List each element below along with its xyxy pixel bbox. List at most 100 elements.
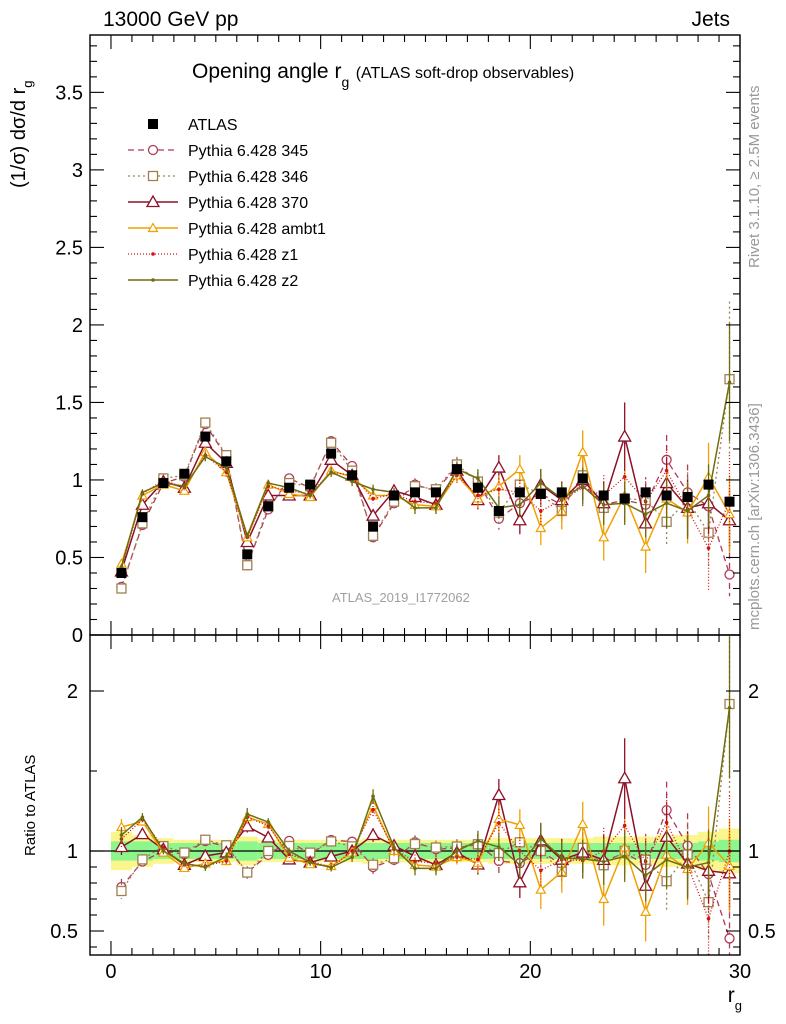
series-point-pythia-6-428-z2 xyxy=(434,506,438,510)
legend-marker-pythia-6-428-370 xyxy=(145,194,161,208)
ratio-point-pythia-6-428-346 xyxy=(367,859,379,870)
atlas-data-point xyxy=(347,470,358,481)
series-point-pythia-6-428-z2 xyxy=(245,533,250,538)
atlas-data-point xyxy=(493,505,504,516)
series-point-pythia-6-428-z1 xyxy=(476,493,480,498)
series-point-pythia-6-428-346 xyxy=(367,530,379,541)
legend-label-pythia-6-428-346: Pythia 6.428 346 xyxy=(188,169,308,186)
atlas-data-point xyxy=(305,479,316,490)
ratio-point-pythia-6-428-z2 xyxy=(580,857,585,861)
series-point-pythia-6-428-ambt1 xyxy=(283,488,295,499)
ratio-point-pythia-6-428-z2 xyxy=(203,865,208,870)
y-tick-label: 2.5 xyxy=(55,237,83,259)
series-point-pythia-6-428-ambt1 xyxy=(535,522,547,533)
ratio-tick-label-right: 0.5 xyxy=(748,921,776,943)
ratio-point-pythia-6-428-z2 xyxy=(706,860,711,865)
series-point-pythia-6-428-z2 xyxy=(203,454,208,459)
ratio-point-pythia-6-428-z2 xyxy=(119,833,124,837)
x-tick-label: 30 xyxy=(729,961,751,983)
series-point-pythia-6-428-z1 xyxy=(497,487,501,492)
legend-label-pythia-6-428-z1: Pythia 6.428 z1 xyxy=(188,247,298,264)
series-point-pythia-6-428-z1 xyxy=(371,496,375,501)
ratio-point-pythia-6-428-346 xyxy=(200,834,211,845)
atlas-data-point xyxy=(724,496,735,507)
series-point-pythia-6-428-z2 xyxy=(539,481,543,485)
series-point-pythia-6-428-z2 xyxy=(476,476,480,481)
series-point-pythia-6-428-370 xyxy=(617,429,632,442)
legend-marker-pythia-6-428-z1 xyxy=(151,252,155,256)
series-point-pythia-6-428-370 xyxy=(324,452,339,465)
atlas-data-point xyxy=(263,501,274,512)
atlas-data-point xyxy=(430,487,441,498)
ratio-point-pythia-6-428-370 xyxy=(617,770,632,784)
atlas-data-point xyxy=(284,482,295,493)
ratio-point-pythia-6-428-z2 xyxy=(413,866,417,871)
series-point-pythia-6-428-z2 xyxy=(350,479,354,484)
ratio-point-pythia-6-428-z2 xyxy=(182,861,187,866)
series-point-pythia-6-428-z2 xyxy=(559,496,564,501)
atlas-data-point xyxy=(410,487,420,498)
series-point-pythia-6-428-ambt1 xyxy=(723,508,736,519)
series-point-pythia-6-428-z2 xyxy=(224,465,229,470)
series-point-pythia-6-428-ambt1 xyxy=(514,463,526,474)
series-point-pythia-6-428-z2 xyxy=(140,490,145,495)
series-point-pythia-6-428-370 xyxy=(491,460,506,473)
atlas-data-point xyxy=(137,512,148,523)
legend-marker-pythia-6-428-346 xyxy=(147,170,159,182)
ratio-point-pythia-6-428-z1 xyxy=(706,916,711,921)
ratio-point-pythia-6-428-z2 xyxy=(559,856,564,860)
x-axis-title: rg xyxy=(727,984,742,1013)
y-tick-label: 1 xyxy=(72,470,83,492)
atlas-data-point xyxy=(577,473,588,484)
series-point-pythia-6-428-346 xyxy=(200,417,211,428)
legend-label-pythia-6-428-345: Pythia 6.428 345 xyxy=(188,143,308,160)
series-point-pythia-6-428-z1 xyxy=(622,475,627,479)
ratio-point-pythia-6-428-345 xyxy=(724,933,735,944)
ratio-line-pythia-6-428-z2 xyxy=(120,707,731,877)
legend-label-pythia-6-428-370: Pythia 6.428 370 xyxy=(188,195,308,212)
x-tick-label: 10 xyxy=(310,961,332,983)
series-point-pythia-6-428-ambt1 xyxy=(640,540,652,551)
series-point-pythia-6-428-z2 xyxy=(413,506,417,510)
atlas-data-point xyxy=(389,490,400,501)
ratio-point-pythia-6-428-z1 xyxy=(622,823,627,828)
atlas-data-point xyxy=(703,479,714,490)
ratio-point-pythia-6-428-z2 xyxy=(434,866,438,871)
y-tick-label: 3 xyxy=(72,160,83,182)
ratio-point-pythia-6-428-ambt1 xyxy=(178,862,190,873)
atlas-data-point xyxy=(242,549,253,560)
ratio-point-pythia-6-428-z2 xyxy=(371,794,375,798)
atlas-data-point xyxy=(619,493,630,504)
atlas-data-point xyxy=(535,488,546,499)
y-tick-label: 0 xyxy=(72,625,83,647)
ratio-point-pythia-6-428-z1 xyxy=(539,868,543,873)
ratio-point-pythia-6-428-z2 xyxy=(497,845,501,849)
ratio-point-pythia-6-428-z2 xyxy=(539,836,543,841)
ratio-point-pythia-6-428-370 xyxy=(261,830,276,843)
ratio-point-pythia-6-428-ambt1 xyxy=(514,819,526,830)
ratio-point-pythia-6-428-z2 xyxy=(308,860,312,865)
series-point-pythia-6-428-z1 xyxy=(539,509,543,513)
series-point-pythia-6-428-z2 xyxy=(518,502,522,507)
series-line-pythia-6-428-z1 xyxy=(120,454,731,569)
series-point-pythia-6-428-346 xyxy=(242,560,253,571)
series-line-pythia-6-428-370 xyxy=(120,433,730,572)
atlas-data-point xyxy=(451,464,462,475)
ratio-point-pythia-6-428-z2 xyxy=(455,849,459,853)
series-point-pythia-6-428-z2 xyxy=(119,564,124,569)
series-line-pythia-6-428-ambt1 xyxy=(120,449,731,564)
series-point-pythia-6-428-346 xyxy=(116,583,127,594)
atlas-data-point xyxy=(640,487,651,498)
x-tick-label: 20 xyxy=(519,961,541,983)
chart-title-subscript: g xyxy=(341,74,350,90)
ratio-tick-label-right: 1 xyxy=(748,841,759,863)
header-jets-label: Jets xyxy=(691,8,730,31)
ratio-point-pythia-6-428-346 xyxy=(409,838,421,850)
x-axis-title-main: r xyxy=(727,984,735,1007)
atlas-data-point xyxy=(221,456,232,467)
ratio-point-pythia-6-428-z2 xyxy=(601,859,606,864)
chart-title-paren: (ATLAS soft-drop observables) xyxy=(355,65,575,82)
y-tick-label: 2 xyxy=(72,315,83,337)
ratio-point-pythia-6-428-z2 xyxy=(727,705,732,710)
